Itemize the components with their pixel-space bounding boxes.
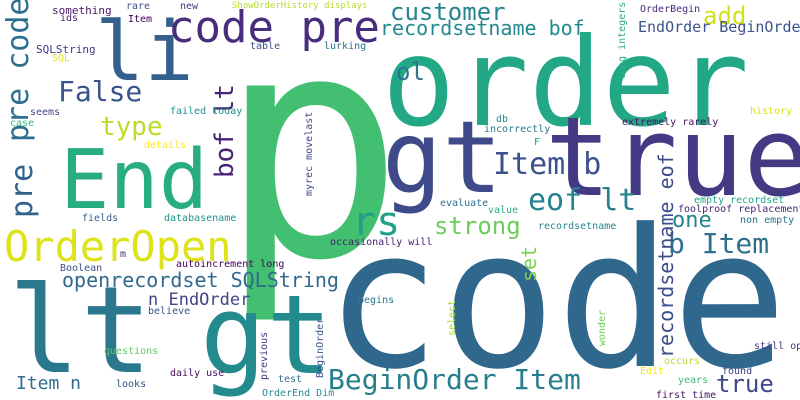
word-select: select: [447, 299, 458, 336]
word-add: add: [703, 2, 747, 30]
word-table: table: [250, 41, 281, 52]
word-bof-lt: bof lt: [210, 84, 240, 178]
word-believe: believe: [148, 306, 191, 317]
word-empty-recordset: empty recordset: [694, 195, 785, 206]
word-details: details: [144, 140, 187, 151]
word-begins: begins: [358, 295, 395, 306]
word-type: type: [100, 112, 163, 142]
word-case: case: [10, 118, 35, 129]
word-strong: strong: [434, 212, 521, 240]
word-non-empty: non empty: [740, 215, 795, 226]
word-lt: lt: [8, 262, 153, 400]
word-first-time: first time: [656, 390, 717, 400]
word-value: value: [488, 205, 519, 216]
word-b-item: b Item: [668, 227, 770, 260]
word-set: set: [517, 245, 541, 282]
word-orderbegin: OrderBegin: [640, 4, 701, 15]
word-still-open: still open: [754, 341, 800, 352]
word-lurking: lurking: [324, 41, 367, 52]
word-recordsetname-eof: recordsetname eof: [654, 153, 678, 358]
word-foolproof-replacement: foolproof replacement: [678, 204, 800, 215]
word-false: False: [58, 75, 143, 108]
word-item-b: Item b: [493, 147, 602, 182]
word-wonder: wonder: [597, 309, 608, 346]
word-databasename: databasename: [164, 213, 237, 224]
word-looks: looks: [116, 379, 147, 390]
word-orderend-dim: OrderEnd Dim: [262, 388, 335, 399]
word-long-integers: long integers: [617, 1, 628, 80]
word-gt: gt: [382, 99, 503, 216]
word-history: history: [750, 106, 793, 117]
word-sqlstring: SQLString: [36, 43, 96, 56]
word-item: Item: [128, 14, 153, 25]
word-occurs: occurs: [664, 356, 701, 367]
word-questions: questions: [104, 346, 159, 357]
word-myrec-movelast: myrec movelast: [304, 111, 315, 196]
word-sql: SQL: [52, 53, 71, 64]
word-gt: gt: [200, 271, 333, 399]
word-n-endorder: n EndOrder: [148, 290, 251, 310]
word-item-n: Item n: [16, 373, 82, 394]
word-boolean: Boolean: [60, 263, 103, 274]
word-evaluate: evaluate: [440, 198, 489, 209]
word-true-small: true: [716, 370, 774, 398]
word-incorrectly: incorrectly: [484, 124, 551, 135]
word-previous: previous: [259, 331, 270, 380]
word-code-pre: code pre: [168, 2, 380, 53]
word-years: years: [678, 375, 709, 386]
word-failed-today: failed today: [170, 106, 243, 117]
word-eof-lt: eof lt: [528, 183, 637, 218]
word-found: found: [722, 366, 753, 377]
word-m: m: [120, 249, 127, 260]
word-ol: ol: [396, 58, 425, 86]
word-order: order: [382, 12, 750, 154]
word-pre: pre: [5, 163, 40, 218]
word-occasionally-will: occasionally will: [330, 237, 433, 248]
word-daily-use: daily use: [170, 368, 225, 379]
word-one: one: [672, 208, 712, 233]
word-rare: rare: [126, 1, 151, 12]
word-p: p: [218, 0, 405, 329]
word-end: End: [60, 133, 209, 228]
word-code: code: [325, 189, 788, 400]
word-edit: Edit: [640, 366, 665, 377]
word-autoincrement-long: autoincrement long: [176, 259, 285, 270]
word-beginorder-item: BeginOrder Item: [328, 363, 581, 396]
word-openrecordset-sqlstring: openrecordset SQLString: [62, 268, 339, 292]
word-orderopen: OrderOpen: [4, 222, 232, 271]
word-test: test: [278, 374, 303, 385]
word-fields: fields: [82, 213, 119, 224]
word-f: F: [534, 137, 541, 148]
word-endorder-beginorder: EndOrder BeginOrder: [638, 18, 800, 36]
word-li: li: [95, 5, 194, 100]
word-recordsetname-bof: recordsetname bof: [380, 16, 585, 40]
word-something: something: [52, 4, 112, 17]
word-seems: seems: [30, 107, 61, 118]
word-recordsetname: recordsetname: [538, 221, 617, 232]
word-beginorder: BeginOrder: [315, 317, 326, 378]
word-showorderhistory-displays: ShowOrderHistory displays: [232, 1, 368, 11]
word-rs: rs: [352, 199, 401, 245]
word-true: true: [545, 93, 800, 221]
word-db: db: [496, 114, 509, 125]
word-extremely-rarely: extremely rarely: [622, 117, 719, 128]
word-customer: customer: [390, 0, 506, 26]
word-new: new: [180, 1, 199, 12]
word-ids: ids: [60, 13, 79, 24]
